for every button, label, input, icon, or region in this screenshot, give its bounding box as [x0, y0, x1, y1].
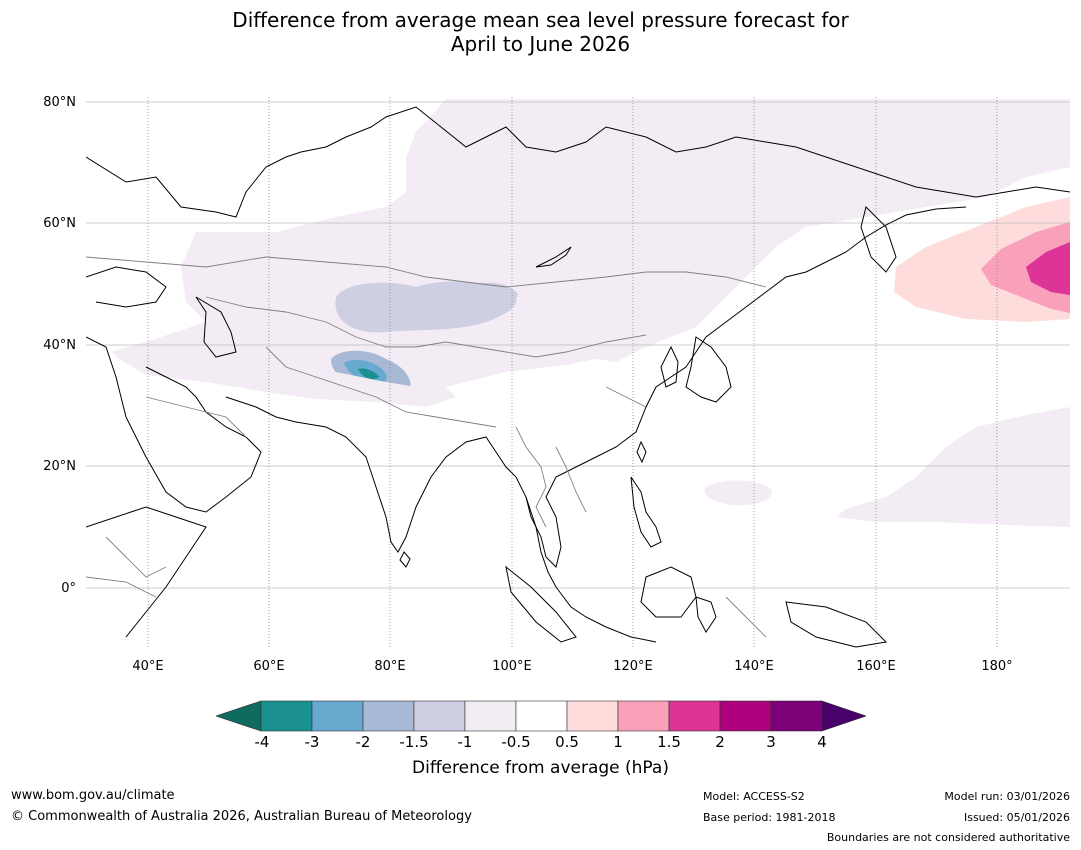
anomaly-tibet-core: [358, 368, 379, 380]
lat-label-40n: 40°N: [43, 338, 76, 353]
anomaly-west-pacific-weak-low: [836, 407, 1070, 527]
anomaly-fills: [111, 99, 1070, 527]
colorbar-tick-label: 1: [613, 733, 623, 751]
colorbar-tick-label: 2: [715, 733, 725, 751]
lon-label-40e: 40°E: [132, 659, 164, 674]
lon-label-180: 180°: [981, 659, 1013, 674]
map-canvas: [86, 97, 1070, 649]
anomaly-central-asia-low-east: [466, 282, 518, 307]
coastlines: [86, 106, 1070, 648]
colorbar-segment: [719, 700, 772, 732]
colorbar-segment: [311, 700, 364, 732]
lon-label-140e: 140°E: [734, 659, 774, 674]
colorbar-segment: [617, 700, 670, 732]
lon-label-160e: 160°E: [856, 659, 896, 674]
issued-text: Issued: 05/01/2026: [963, 811, 1070, 824]
colorbar-tick-label: -0.5: [501, 733, 531, 751]
lat-label-80n: 80°N: [43, 95, 76, 110]
meridians: [147, 97, 998, 649]
borders: [86, 256, 767, 638]
colorbar-tick-label: -1.5: [399, 733, 429, 751]
colorbar-tick-label: 4: [817, 733, 827, 751]
colorbar-tick-label: -2: [355, 733, 371, 751]
colorbar-tick-label: 3: [766, 733, 776, 751]
copyright-text: © Commonwealth of Australia 2026, Austra…: [11, 809, 472, 824]
anomaly-middle-east-weak-low: [116, 352, 456, 407]
colorbar-segment: [668, 700, 721, 732]
colorbar-segment: [413, 700, 466, 732]
model-text: Model: ACCESS-S2: [703, 790, 805, 803]
map-panel: [86, 97, 1070, 649]
lat-label-0: 0°: [61, 581, 76, 596]
website-link[interactable]: www.bom.gov.au/climate: [11, 788, 175, 803]
colorbar-segment: [362, 700, 415, 732]
colorbar-title: Difference from average (hPa): [412, 758, 669, 778]
colorbar-tick-label: -3: [304, 733, 320, 751]
base-period-text: Base period: 1981-2018: [703, 811, 836, 824]
colorbar-extend-high: [821, 700, 866, 732]
anomaly-philippine-sea-weak-low: [704, 480, 772, 506]
colorbar-tick-label: 1.5: [657, 733, 681, 751]
lon-label-80e: 80°E: [374, 659, 406, 674]
lat-label-20n: 20°N: [43, 459, 76, 474]
colorbar-tick-label: -4: [254, 733, 270, 751]
colorbar-tick-label: -1: [457, 733, 473, 751]
colorbar-segment: [464, 700, 517, 732]
disclaimer-text: Boundaries are not considered authoritat…: [826, 831, 1070, 844]
colorbar-segment: [260, 700, 313, 732]
colorbar-segment: [770, 700, 823, 732]
model-run-text: Model run: 03/01/2026: [944, 790, 1070, 803]
title-line-1: Difference from average mean sea level p…: [232, 8, 849, 32]
colorbar-extend-low: [216, 700, 262, 732]
lon-label-120e: 120°E: [613, 659, 653, 674]
colorbar-segment: [566, 700, 619, 732]
anomaly-pacific-high-core: [1026, 242, 1070, 295]
colorbar: [216, 700, 866, 732]
colorbar-segment: [515, 700, 568, 732]
chart-title: Difference from average mean sea level p…: [0, 8, 1081, 56]
title-line-2: April to June 2026: [450, 32, 631, 56]
lon-label-100e: 100°E: [492, 659, 532, 674]
lat-label-60n: 60°N: [43, 216, 76, 231]
colorbar-tick-label: 0.5: [555, 733, 579, 751]
lon-label-60e: 60°E: [253, 659, 285, 674]
